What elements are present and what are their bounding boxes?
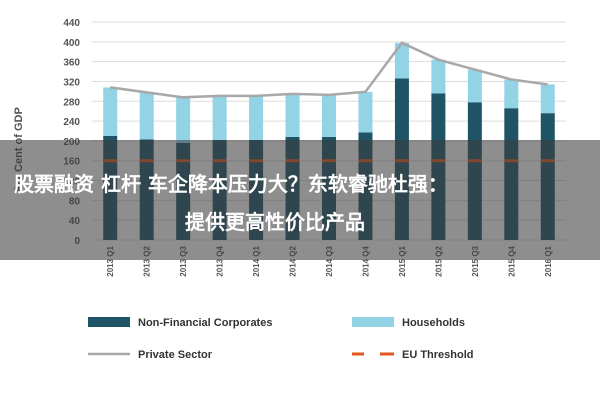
x-tick-label: 2015 Q3 — [471, 245, 480, 276]
bar-households — [103, 87, 118, 136]
bar-households — [176, 97, 191, 143]
y-tick-label: 320 — [63, 77, 80, 88]
legend-swatch — [88, 317, 130, 327]
x-tick-label: 2014 Q3 — [325, 245, 334, 276]
x-axis-ticks: 2013 Q1 2013 Q2 2013 Q3 2013 Q4 2014 Q1 2014 … — [106, 245, 553, 276]
x-tick-label: 2014 Q4 — [361, 245, 370, 276]
bar-households — [358, 91, 373, 133]
y-tick-label: 280 — [63, 97, 80, 108]
x-tick-label: 2016 Q1 — [544, 245, 553, 276]
bar-households — [504, 79, 519, 109]
x-tick-label: 2013 Q1 — [106, 245, 115, 276]
x-tick-label: 2014 Q2 — [289, 245, 298, 276]
x-tick-label: 2015 Q2 — [434, 245, 443, 276]
bar-households — [394, 42, 409, 79]
x-tick-label: 2013 Q4 — [216, 245, 225, 276]
y-tick-label: 440 — [63, 18, 80, 29]
legend-label: Households — [402, 317, 465, 329]
legend-label: EU Threshold — [402, 349, 474, 361]
bar-households — [431, 59, 446, 94]
y-tick-label: 240 — [63, 117, 80, 128]
bar-households — [540, 84, 555, 114]
bar-households — [212, 95, 227, 140]
headline-banner — [0, 140, 600, 260]
headline-line-2: 提供更高性价比产品 — [185, 210, 365, 234]
bar-households — [285, 93, 300, 137]
legend: Non-Financial Corporates Households Privat… — [88, 317, 474, 361]
bar-households — [249, 95, 264, 140]
bar-households — [139, 92, 154, 140]
legend-label: Non-Financial Corporates — [138, 317, 272, 329]
y-tick-label: 400 — [63, 38, 80, 49]
legend-label: Private Sector — [138, 349, 213, 361]
legend-swatch — [352, 317, 394, 327]
bar-households — [322, 94, 336, 137]
y-tick-label: 360 — [63, 58, 80, 69]
private-sector-line — [110, 41, 548, 99]
headline-line-1: 股票融资 杠杆 车企降本压力大？东软睿驰杜强： — [14, 172, 448, 196]
x-tick-label: 2015 Q1 — [398, 245, 407, 276]
x-tick-label: 2013 Q3 — [179, 245, 188, 276]
bar-households — [467, 69, 482, 103]
x-tick-label: 2014 Q1 — [252, 245, 261, 276]
x-tick-label: 2013 Q2 — [143, 245, 152, 276]
x-tick-label: 2015 Q4 — [507, 245, 516, 276]
